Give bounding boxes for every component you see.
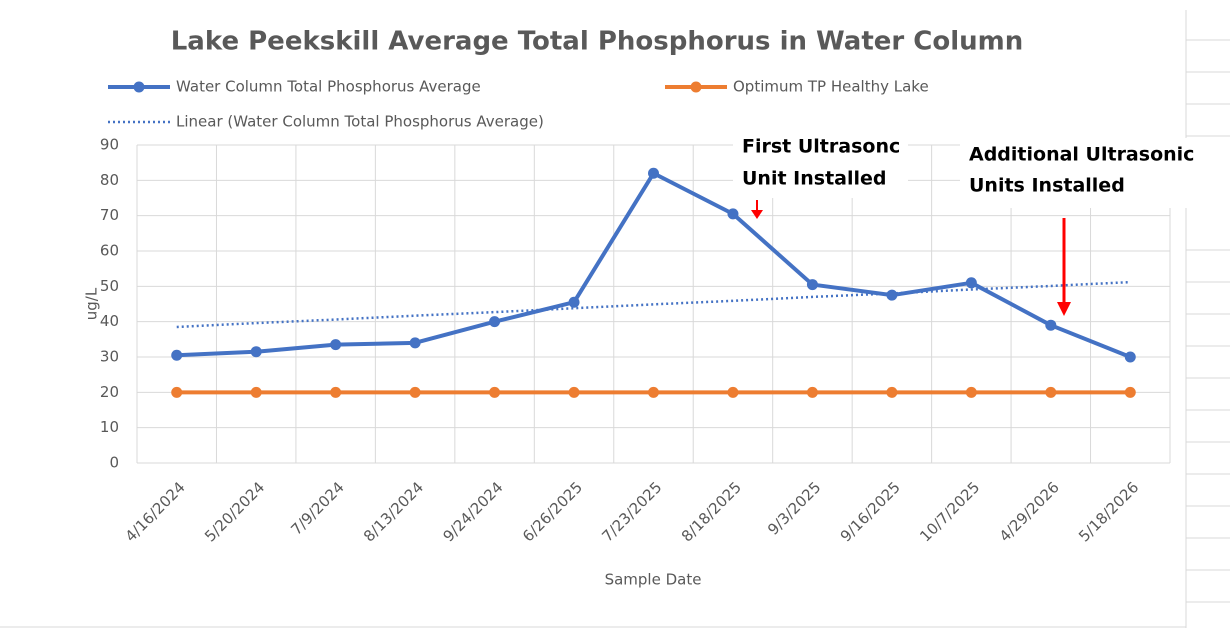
marker bbox=[1045, 319, 1057, 331]
marker bbox=[1045, 386, 1057, 398]
y-tick-label: 60 bbox=[100, 242, 119, 260]
marker bbox=[1124, 386, 1136, 398]
x-tick-label: 5/18/2026 bbox=[1075, 478, 1142, 545]
plot bbox=[171, 167, 1136, 398]
chart-title: Lake Peekskill Average Total Phosphorus … bbox=[171, 27, 1024, 57]
x-tick-label: 8/13/2024 bbox=[360, 478, 427, 545]
marker bbox=[489, 386, 501, 398]
marker bbox=[330, 339, 342, 351]
marker bbox=[1124, 351, 1136, 363]
y-tick-label: 0 bbox=[109, 454, 119, 472]
x-tick-label: 9/3/2025 bbox=[764, 478, 824, 538]
marker bbox=[648, 386, 659, 398]
x-axis-label: Sample Date bbox=[605, 571, 702, 589]
marker bbox=[489, 316, 501, 328]
x-tick-label: 6/26/2025 bbox=[519, 478, 586, 545]
legend-marker bbox=[133, 81, 145, 93]
marker bbox=[568, 386, 580, 398]
y-tick-label: 10 bbox=[100, 418, 119, 436]
marker bbox=[727, 208, 739, 220]
sheet-cells bbox=[0, 10, 1230, 628]
x-tick-label: 5/20/2024 bbox=[201, 478, 268, 545]
annotation: First Ultrasonc bbox=[742, 136, 900, 158]
x-tick-label: 8/18/2025 bbox=[678, 478, 745, 545]
marker bbox=[250, 386, 262, 398]
x-tick-label: 7/9/2024 bbox=[287, 478, 347, 538]
legend-label: Optimum TP Healthy Lake bbox=[733, 78, 929, 96]
marker bbox=[409, 386, 421, 398]
y-tick-label: 20 bbox=[100, 383, 119, 401]
marker bbox=[409, 337, 421, 349]
annotation-box bbox=[960, 138, 1202, 208]
annotation: Unit Installed bbox=[742, 168, 887, 190]
trend-line bbox=[176, 280, 1131, 329]
marker bbox=[568, 296, 580, 308]
annotation: Additional Ultrasonic bbox=[969, 144, 1194, 166]
marker bbox=[250, 346, 262, 358]
annotation: Units Installed bbox=[969, 175, 1125, 197]
x-tick-label: 4/29/2026 bbox=[996, 478, 1063, 545]
legend-label: Water Column Total Phosphorus Average bbox=[176, 78, 481, 96]
x-tick-label: 9/16/2025 bbox=[837, 478, 904, 545]
y-tick-label: 30 bbox=[100, 348, 119, 366]
x-tick-label: 9/24/2024 bbox=[439, 478, 506, 545]
y-axis-label: ug/L bbox=[83, 287, 101, 320]
marker bbox=[886, 289, 898, 301]
marker bbox=[171, 386, 183, 398]
marker bbox=[965, 277, 977, 289]
marker bbox=[965, 386, 977, 398]
marker bbox=[648, 167, 659, 179]
x-tick-label: 7/23/2025 bbox=[598, 478, 665, 545]
legend-marker bbox=[690, 81, 702, 93]
marker bbox=[886, 386, 898, 398]
marker bbox=[806, 279, 818, 291]
annotation-arrow bbox=[751, 200, 1071, 316]
marker bbox=[171, 349, 183, 361]
y-tick-label: 70 bbox=[100, 206, 119, 224]
x-tick-label: 4/16/2024 bbox=[122, 478, 189, 545]
marker bbox=[330, 386, 342, 398]
y-tick-label: 80 bbox=[100, 171, 119, 189]
y-tick-label: 40 bbox=[100, 312, 119, 330]
marker bbox=[727, 386, 739, 398]
marker bbox=[806, 386, 818, 398]
y-tick-label: 90 bbox=[100, 136, 119, 154]
y-tick-label: 50 bbox=[100, 277, 119, 295]
legend-label: Linear (Water Column Total Phosphorus Av… bbox=[176, 113, 544, 131]
annotation-box bbox=[733, 130, 908, 198]
x-tick-label: 10/7/2025 bbox=[916, 478, 983, 545]
